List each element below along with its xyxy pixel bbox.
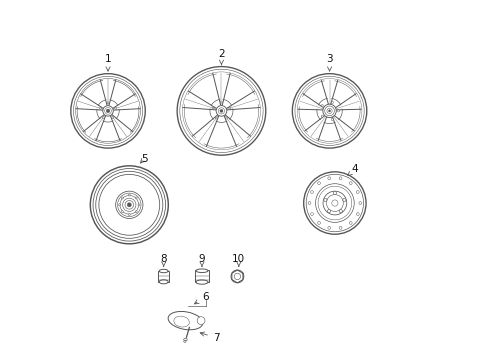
Ellipse shape <box>159 280 168 284</box>
Circle shape <box>127 203 131 207</box>
Circle shape <box>321 115 323 117</box>
Circle shape <box>333 192 336 195</box>
Circle shape <box>102 106 113 116</box>
Text: 8: 8 <box>160 254 167 266</box>
Circle shape <box>107 102 109 104</box>
Circle shape <box>216 105 226 116</box>
Ellipse shape <box>183 338 187 341</box>
Circle shape <box>339 177 341 180</box>
Circle shape <box>112 117 114 118</box>
Circle shape <box>225 117 227 119</box>
Circle shape <box>128 213 130 216</box>
Circle shape <box>356 213 359 216</box>
FancyBboxPatch shape <box>195 270 209 283</box>
Circle shape <box>331 200 337 206</box>
Text: 4: 4 <box>347 165 357 176</box>
Circle shape <box>220 109 223 112</box>
Circle shape <box>102 117 104 118</box>
Circle shape <box>220 101 222 103</box>
Text: 6: 6 <box>194 292 208 304</box>
Circle shape <box>323 198 326 202</box>
Circle shape <box>307 202 310 204</box>
Circle shape <box>197 317 204 324</box>
Circle shape <box>358 202 361 204</box>
Circle shape <box>128 194 130 196</box>
FancyBboxPatch shape <box>158 271 169 282</box>
Circle shape <box>310 213 313 216</box>
Circle shape <box>121 197 123 199</box>
Ellipse shape <box>159 269 168 273</box>
Ellipse shape <box>196 269 207 273</box>
Circle shape <box>327 210 330 213</box>
Circle shape <box>119 204 120 206</box>
Circle shape <box>330 102 333 103</box>
Circle shape <box>337 110 339 112</box>
Circle shape <box>215 117 217 119</box>
Text: 5: 5 <box>140 154 147 164</box>
Text: 7: 7 <box>200 332 219 343</box>
Circle shape <box>322 104 336 118</box>
Circle shape <box>115 107 117 109</box>
Circle shape <box>321 105 323 107</box>
Circle shape <box>327 226 330 229</box>
Circle shape <box>121 211 123 213</box>
Circle shape <box>228 107 230 109</box>
Ellipse shape <box>196 280 207 284</box>
Text: 10: 10 <box>232 254 245 266</box>
Circle shape <box>328 110 330 112</box>
Circle shape <box>212 107 214 109</box>
Circle shape <box>317 221 320 224</box>
Circle shape <box>348 182 351 185</box>
Circle shape <box>135 197 137 199</box>
Circle shape <box>348 221 351 224</box>
Circle shape <box>356 190 359 193</box>
Ellipse shape <box>168 311 203 330</box>
Circle shape <box>99 107 101 109</box>
Text: 3: 3 <box>325 54 332 71</box>
Circle shape <box>106 109 110 113</box>
Circle shape <box>339 210 342 213</box>
Circle shape <box>310 190 313 193</box>
Circle shape <box>342 198 345 202</box>
Circle shape <box>327 177 330 180</box>
Circle shape <box>116 191 142 219</box>
Text: 2: 2 <box>218 49 224 65</box>
Circle shape <box>138 204 140 206</box>
Ellipse shape <box>183 341 186 342</box>
Text: 1: 1 <box>104 54 111 71</box>
Circle shape <box>330 118 333 121</box>
Circle shape <box>339 226 341 229</box>
Circle shape <box>234 273 240 280</box>
Circle shape <box>317 182 320 185</box>
Circle shape <box>135 211 137 213</box>
Circle shape <box>230 270 244 283</box>
Circle shape <box>323 191 346 215</box>
Text: 9: 9 <box>198 254 205 266</box>
